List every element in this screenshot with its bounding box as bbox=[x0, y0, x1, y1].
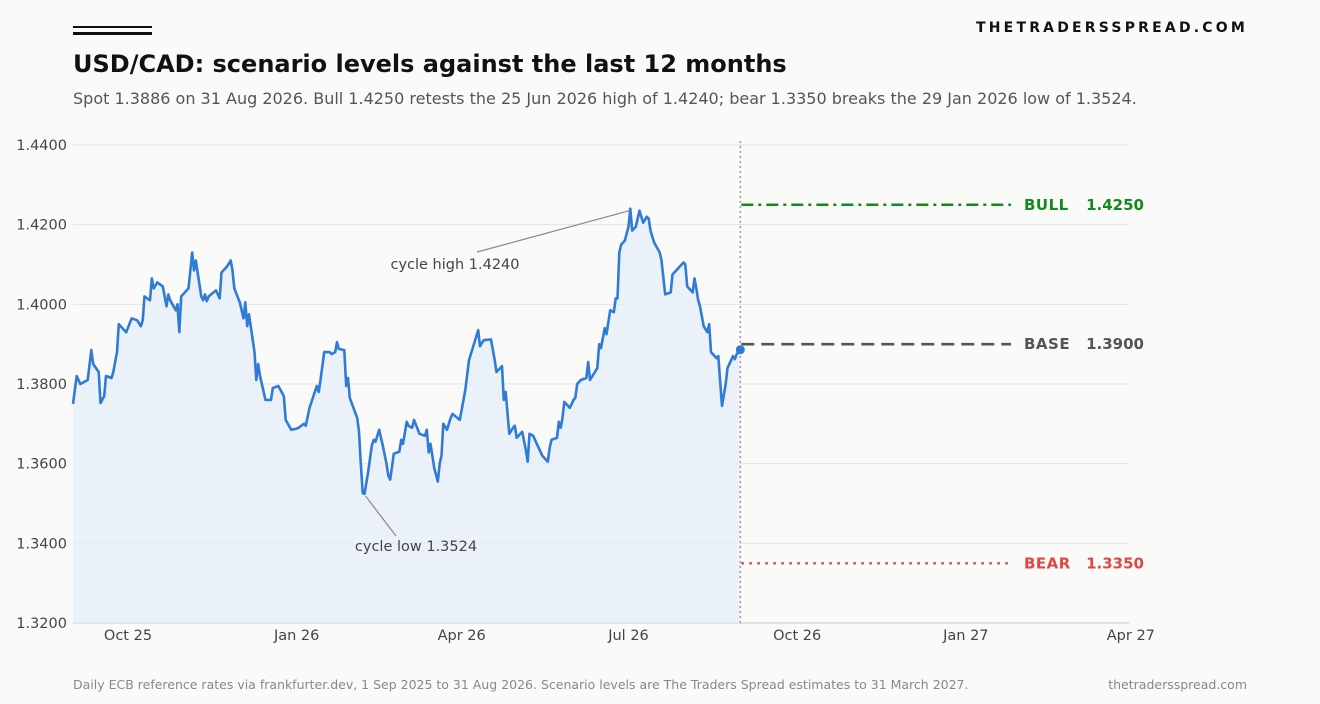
x-tick-label: Jul 26 bbox=[607, 628, 649, 644]
y-tick-label: 1.4200 bbox=[16, 218, 67, 234]
y-tick-label: 1.4400 bbox=[16, 138, 67, 154]
x-tick-label: Oct 25 bbox=[104, 628, 152, 644]
y-tick-label: 1.4000 bbox=[16, 297, 67, 313]
annotation-leader-low bbox=[365, 495, 397, 537]
footer-site: thetradersspread.com bbox=[1108, 677, 1247, 692]
x-tick-label: Apr 26 bbox=[438, 628, 486, 644]
brand-rule bbox=[73, 25, 152, 36]
x-tick-label: Jan 26 bbox=[273, 628, 319, 644]
scenario-value-bull: 1.4250 bbox=[1086, 196, 1144, 214]
chart-subtitle: Spot 1.3886 on 31 Aug 2026. Bull 1.4250 … bbox=[73, 89, 1137, 108]
scenario-label-bear: BEAR bbox=[1024, 554, 1071, 572]
y-tick-label: 1.3400 bbox=[16, 536, 67, 552]
chart-title: USD/CAD: scenario levels against the las… bbox=[73, 50, 787, 78]
y-tick-label: 1.3800 bbox=[16, 377, 67, 393]
source-note: Daily ECB reference rates via frankfurte… bbox=[73, 677, 969, 692]
scenario-label-bull: BULL bbox=[1024, 196, 1069, 214]
y-tick-label: 1.3200 bbox=[16, 616, 67, 632]
spot-marker bbox=[735, 345, 745, 355]
series-line bbox=[71, 207, 742, 496]
annotation-cycle-low: cycle low 1.3524 bbox=[355, 539, 477, 555]
brand-name: THETRADERSSPREAD.COM bbox=[976, 20, 1248, 36]
annotation-cycle-high: cycle high 1.4240 bbox=[390, 257, 519, 273]
scenario-value-bear: 1.3350 bbox=[1086, 554, 1144, 572]
series-area bbox=[73, 208, 741, 623]
y-tick-label: 1.3600 bbox=[16, 457, 67, 473]
scenario-label-base: BASE bbox=[1024, 335, 1070, 353]
x-tick-label: Jan 27 bbox=[942, 628, 988, 644]
x-tick-label: Oct 26 bbox=[773, 628, 821, 644]
annotation-leader-high bbox=[476, 210, 630, 253]
x-tick-label: Apr 27 bbox=[1107, 628, 1155, 644]
scenario-value-base: 1.3900 bbox=[1086, 335, 1144, 353]
